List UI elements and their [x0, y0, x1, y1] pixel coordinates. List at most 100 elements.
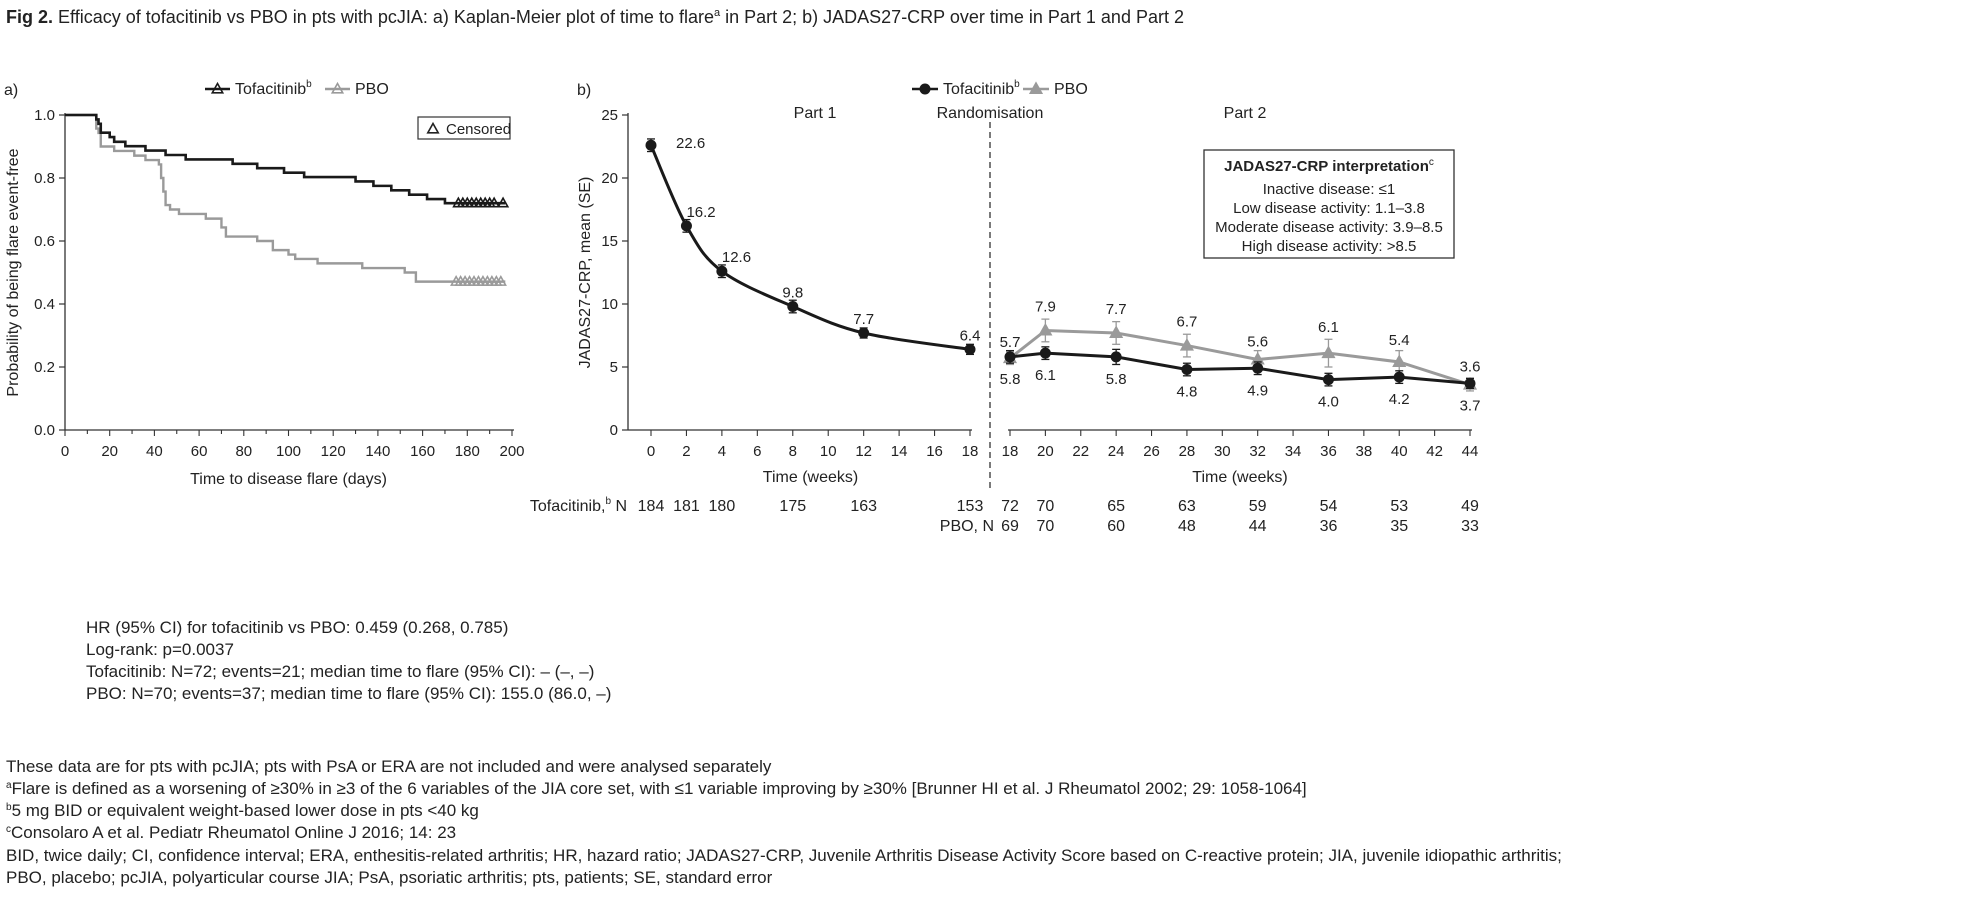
jadas-point-tofacitinib-part2	[1464, 377, 1476, 389]
n-table-cell-tofacitinib: 175	[779, 498, 806, 515]
jadas-line-tofacitinib-part2	[1009, 351, 1471, 385]
footnote-c: cConsolaro A et al. Pediatr Rheumatol On…	[6, 823, 457, 842]
n-table-label-tofacitinib: Tofacitinib,b N	[530, 496, 627, 515]
n-table-cell-tofacitinib: 184	[638, 498, 665, 515]
jadas-point-pbo-part2	[1392, 354, 1407, 367]
figure-title-sup: a	[714, 7, 721, 19]
n-table-cell-tofacitinib: 49	[1461, 498, 1479, 515]
km-censor-mark-pbo	[494, 274, 507, 286]
km-censor-mark-tofacitinib	[488, 196, 501, 208]
jadas-x-tick-label: 36	[1320, 443, 1337, 460]
figure-title-tail: in Part 2; b) JADAS27-CRP over time in P…	[720, 7, 1184, 27]
n-table-label-pbo: PBO, N	[940, 518, 994, 535]
jadas-x-tick-label: 8	[789, 443, 797, 460]
jadas-point-tofacitinib-part1	[716, 265, 728, 277]
km-x-tick-label: 60	[191, 443, 208, 460]
jadas-data-label-tofacitinib-part1: 22.6	[676, 135, 705, 152]
jadas-y-axis-label: JADAS27-CRP, mean (SE)	[577, 177, 594, 369]
km-y-tick-label: 0.0	[34, 422, 55, 439]
jadas-x-tick-label: 38	[1356, 443, 1373, 460]
jadas-data-label-tofacitinib-part2: 4.9	[1247, 382, 1268, 399]
n-table-cell-tofacitinib: 53	[1390, 498, 1408, 515]
jadas-x-tick-label: 16	[926, 443, 943, 460]
km-x-tick-label: 20	[101, 443, 118, 460]
footnote-b: b5 mg BID or equivalent weight-based low…	[6, 801, 479, 820]
n-table-cell-pbo: 44	[1249, 518, 1267, 535]
jadas-data-label-tofacitinib-part2: 5.8	[1000, 371, 1021, 388]
jadas-point-tofacitinib-part1	[787, 301, 799, 313]
n-table-label-tail: N	[611, 498, 627, 515]
km-x-tick-label: 140	[365, 443, 390, 460]
stat-tofa: Tofacitinib: N=72; events=21; median tim…	[86, 662, 595, 681]
jadas-legend-marker-tofacitinib	[919, 83, 931, 95]
jadas-y-tick-label: 0	[610, 422, 618, 439]
n-table-cell-pbo: 48	[1178, 518, 1196, 535]
jadas-data-label-tofacitinib-part2: 6.1	[1035, 367, 1056, 384]
km-x-tick-label: 80	[235, 443, 252, 460]
jadas-data-label-tofacitinib-part1: 16.2	[686, 204, 715, 221]
jadas-x-axis-label-part2: Time (weeks)	[1192, 469, 1287, 486]
jadas-data-label-tofacitinib-part1: 7.7	[853, 311, 874, 328]
km-censored-box	[417, 116, 511, 140]
jadas-data-label-pbo-part2: 6.7	[1176, 314, 1197, 331]
jadas-data-label-tofacitinib-part2: 4.8	[1176, 384, 1197, 401]
jadas-x-tick-label: 44	[1462, 443, 1479, 460]
jadas-data-label-pbo-part2: 5.6	[1247, 333, 1268, 350]
n-table-cell-pbo: 35	[1390, 518, 1408, 535]
randomisation-label: Randomisation	[937, 105, 1044, 122]
jadas-x-tick-label: 26	[1143, 443, 1160, 460]
interpretation-line: Moderate disease activity: 3.9–8.5	[1215, 219, 1443, 236]
jadas-point-tofacitinib-part2	[1110, 351, 1122, 363]
jadas-point-pbo-part2	[1109, 325, 1124, 338]
interpretation-line: High disease activity: >8.5	[1242, 238, 1417, 255]
figure-title: Fig 2. Efficacy of tofacitinib vs PBO in…	[6, 7, 1184, 27]
n-table-cell-tofacitinib: 153	[957, 498, 984, 515]
jadas-point-pbo-part2	[1038, 322, 1053, 336]
km-censored-icon	[426, 121, 440, 134]
jadas-line-pbo-part2	[1009, 328, 1471, 387]
km-x-tick-label: 40	[146, 443, 163, 460]
km-x-axis-label: Time to disease flare (days)	[190, 471, 387, 488]
n-table-cell-tofacitinib: 59	[1249, 498, 1267, 515]
jadas-x-tick-label: 18	[1002, 443, 1019, 460]
n-table-cell-tofacitinib: 65	[1107, 498, 1125, 515]
part2-label: Part 2	[1224, 105, 1267, 122]
interpretation-line: Inactive disease: ≤1	[1263, 181, 1395, 198]
part1-label: Part 1	[794, 105, 837, 122]
n-table-cell-tofacitinib: 180	[709, 498, 736, 515]
jadas-x-tick-label: 12	[855, 443, 872, 460]
jadas-point-tofacitinib-part2	[1039, 347, 1051, 359]
jadas-legend-marker-pbo	[1028, 81, 1044, 94]
jadas-legend-sup: b	[1014, 79, 1020, 90]
jadas-x-tick-label: 32	[1249, 443, 1266, 460]
jadas-point-tofacitinib-part2	[1322, 374, 1334, 386]
km-x-tick-label: 100	[276, 443, 301, 460]
figure-title-text: Efficacy of tofacitinib vs PBO in pts wi…	[58, 7, 714, 27]
n-table-cell-tofacitinib: 54	[1320, 498, 1338, 515]
jadas-data-label-tofacitinib-part1: 12.6	[722, 249, 751, 266]
jadas-data-label-tofacitinib-part2: 4.0	[1318, 394, 1339, 411]
jadas-x-tick-label: 30	[1214, 443, 1231, 460]
footnote-note: These data are for pts with pcJIA; pts w…	[6, 757, 772, 776]
stat-pbo: PBO: N=70; events=37; median time to fla…	[86, 684, 612, 703]
km-legend-sup: b	[306, 79, 312, 90]
jadas-y-tick-label: 25	[601, 107, 618, 124]
jadas-x-tick-label: 6	[753, 443, 761, 460]
n-table-cell-tofacitinib: 70	[1036, 498, 1054, 515]
km-legend-label-tofacitinib: Tofacitinibb	[235, 79, 312, 98]
jadas-x-tick-label: 10	[820, 443, 837, 460]
jadas-x-tick-label: 24	[1108, 443, 1125, 460]
jadas-point-tofacitinib-part2	[1004, 351, 1016, 363]
km-y-tick-label: 0.2	[34, 359, 55, 376]
n-table-cell-pbo: 60	[1107, 518, 1125, 535]
n-table-cell-tofacitinib: 63	[1178, 498, 1196, 515]
jadas-point-tofacitinib-part1	[858, 327, 870, 339]
jadas-x-tick-label: 2	[682, 443, 690, 460]
n-table-label-sup: b	[605, 496, 611, 507]
jadas-point-tofacitinib-part2	[1393, 371, 1405, 383]
km-x-tick-label: 200	[499, 443, 524, 460]
km-x-tick-label: 180	[455, 443, 480, 460]
km-x-tick-label: 120	[321, 443, 346, 460]
